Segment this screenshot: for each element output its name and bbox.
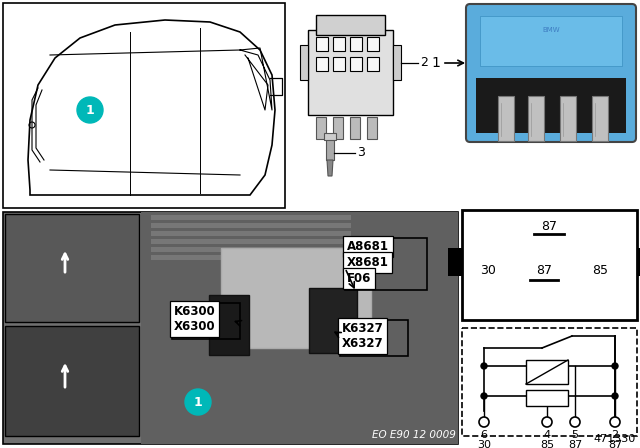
Bar	[151, 231, 351, 236]
Text: 30: 30	[477, 440, 491, 448]
Bar	[151, 215, 351, 220]
Text: K6327
X6327: K6327 X6327	[342, 322, 384, 350]
Text: 1: 1	[431, 56, 440, 70]
Bar	[345, 238, 427, 290]
Bar	[5, 326, 139, 436]
Text: EO E90 12 0009: EO E90 12 0009	[372, 430, 456, 440]
Polygon shape	[327, 160, 333, 176]
Bar	[3, 212, 458, 444]
Bar	[528, 96, 544, 141]
Bar	[309, 288, 357, 353]
Bar	[480, 16, 622, 66]
Text: A8681: A8681	[347, 240, 389, 253]
Bar	[526, 360, 568, 384]
Bar	[462, 210, 637, 320]
Text: 1: 1	[194, 396, 202, 409]
Bar	[151, 247, 351, 252]
Bar	[350, 117, 360, 139]
Bar	[637, 248, 640, 276]
Bar	[367, 117, 377, 139]
Bar	[308, 30, 393, 115]
FancyBboxPatch shape	[466, 4, 636, 142]
Bar	[340, 320, 408, 356]
Bar	[326, 138, 334, 160]
Text: 471330: 471330	[594, 434, 636, 444]
Bar	[333, 117, 343, 139]
Text: 2: 2	[611, 430, 619, 440]
Bar	[448, 248, 462, 276]
Bar	[333, 37, 345, 51]
Bar	[476, 78, 626, 133]
Bar	[526, 390, 568, 406]
Bar	[592, 96, 608, 141]
Bar	[462, 328, 637, 436]
Bar	[393, 45, 401, 80]
Text: 4: 4	[543, 430, 550, 440]
Bar	[221, 248, 371, 348]
Bar	[316, 57, 328, 71]
Circle shape	[481, 363, 487, 369]
Bar	[300, 45, 308, 80]
Text: X8681: X8681	[347, 256, 389, 269]
Text: 30: 30	[480, 263, 496, 276]
Text: 85: 85	[540, 440, 554, 448]
Bar	[316, 37, 328, 51]
Bar	[560, 96, 576, 141]
Circle shape	[77, 97, 103, 123]
Bar	[151, 223, 351, 228]
Bar	[367, 57, 379, 71]
Text: 1: 1	[86, 103, 94, 116]
Bar	[151, 239, 351, 244]
Bar	[498, 96, 514, 141]
Bar	[350, 37, 362, 51]
Bar	[3, 3, 285, 208]
Text: 87: 87	[568, 440, 582, 448]
Text: F06: F06	[347, 272, 371, 285]
Text: BMW: BMW	[542, 27, 560, 33]
Text: 5: 5	[572, 430, 579, 440]
Text: 87: 87	[536, 263, 552, 276]
Circle shape	[481, 393, 487, 399]
Bar	[316, 117, 326, 139]
Bar	[209, 295, 249, 355]
Bar	[324, 133, 336, 140]
Text: 85: 85	[592, 263, 608, 276]
Bar	[316, 15, 385, 35]
Text: 6: 6	[481, 430, 488, 440]
Bar	[5, 214, 139, 322]
Bar	[151, 255, 351, 260]
Circle shape	[612, 393, 618, 399]
Text: 87: 87	[608, 440, 622, 448]
Bar	[350, 57, 362, 71]
Circle shape	[612, 363, 618, 369]
Bar	[367, 37, 379, 51]
Text: 2: 2	[420, 56, 428, 69]
Text: 3: 3	[357, 146, 365, 159]
Bar	[333, 57, 345, 71]
Circle shape	[185, 389, 211, 415]
Text: 87: 87	[541, 220, 557, 233]
Text: K6300
X6300: K6300 X6300	[174, 305, 216, 333]
Bar	[172, 303, 240, 339]
Bar	[141, 212, 458, 444]
